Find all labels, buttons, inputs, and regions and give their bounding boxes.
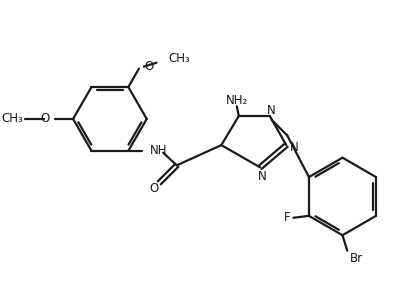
Text: NH₂: NH₂	[226, 94, 248, 107]
Text: O: O	[145, 60, 154, 73]
Text: N: N	[268, 104, 276, 117]
Text: CH₃: CH₃	[1, 112, 23, 126]
Text: O: O	[149, 182, 158, 195]
Text: CH₃: CH₃	[168, 52, 190, 65]
Text: N: N	[290, 141, 298, 154]
Text: F: F	[284, 211, 291, 224]
Text: N: N	[258, 170, 266, 183]
Text: NH: NH	[150, 144, 167, 157]
Text: O: O	[41, 112, 50, 126]
Text: Br: Br	[350, 252, 363, 265]
